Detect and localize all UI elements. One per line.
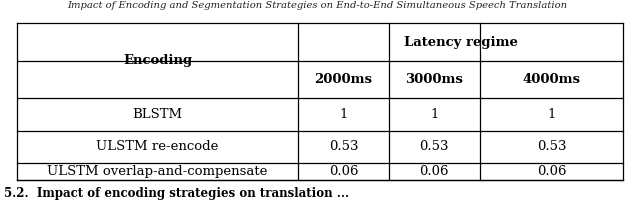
Text: ULSTM overlap-and-compensate: ULSTM overlap-and-compensate [48,165,268,178]
Text: 0.53: 0.53 [537,140,566,153]
Text: ULSTM re-encode: ULSTM re-encode [96,140,219,153]
Text: 1: 1 [339,108,348,121]
Text: 1: 1 [430,108,439,121]
Text: 2000ms: 2000ms [314,73,373,86]
Text: 4000ms: 4000ms [522,73,581,86]
Text: 0.06: 0.06 [537,165,566,178]
Text: 0.53: 0.53 [329,140,358,153]
Text: 0.53: 0.53 [420,140,449,153]
Text: 1: 1 [547,108,555,121]
Text: 5.2.  Impact of encoding strategies on translation ...: 5.2. Impact of encoding strategies on tr… [4,187,349,200]
Text: 0.06: 0.06 [329,165,358,178]
Text: BLSTM: BLSTM [133,108,183,121]
Text: Latency regime: Latency regime [404,36,518,49]
Text: 0.06: 0.06 [420,165,449,178]
Text: Encoding: Encoding [123,54,192,67]
Text: Impact of Encoding and Segmentation Strategies on End-to-End Simultaneous Speech: Impact of Encoding and Segmentation Stra… [67,1,567,10]
Text: 3000ms: 3000ms [405,73,463,86]
